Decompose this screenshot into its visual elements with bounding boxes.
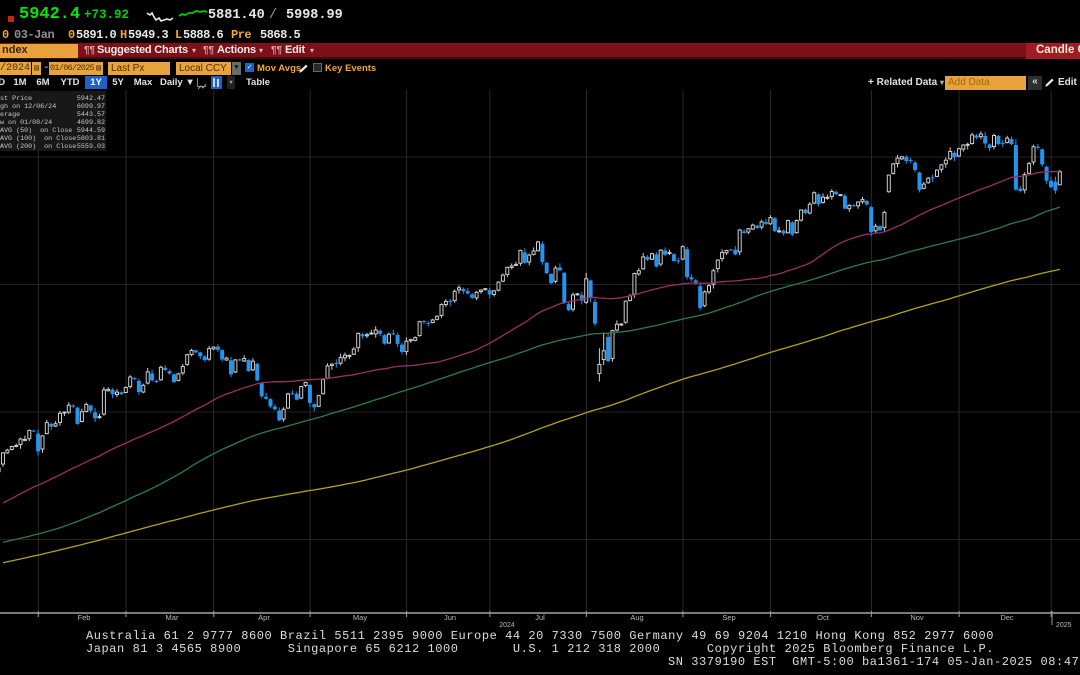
svg-text:Aug: Aug [630, 613, 643, 622]
svg-text:May: May [353, 613, 367, 622]
svg-text:2024: 2024 [499, 622, 515, 629]
svg-text:Feb: Feb [78, 613, 91, 622]
svg-text:Jun: Jun [444, 613, 456, 622]
svg-text:Dec: Dec [1000, 613, 1014, 622]
svg-text:Apr: Apr [258, 613, 270, 622]
svg-text:2025: 2025 [1056, 622, 1072, 629]
svg-text:Sep: Sep [722, 613, 735, 622]
svg-text:Jul: Jul [535, 613, 545, 622]
svg-text:Mar: Mar [166, 613, 179, 622]
svg-text:Oct: Oct [817, 613, 830, 622]
svg-text:Nov: Nov [910, 613, 924, 622]
